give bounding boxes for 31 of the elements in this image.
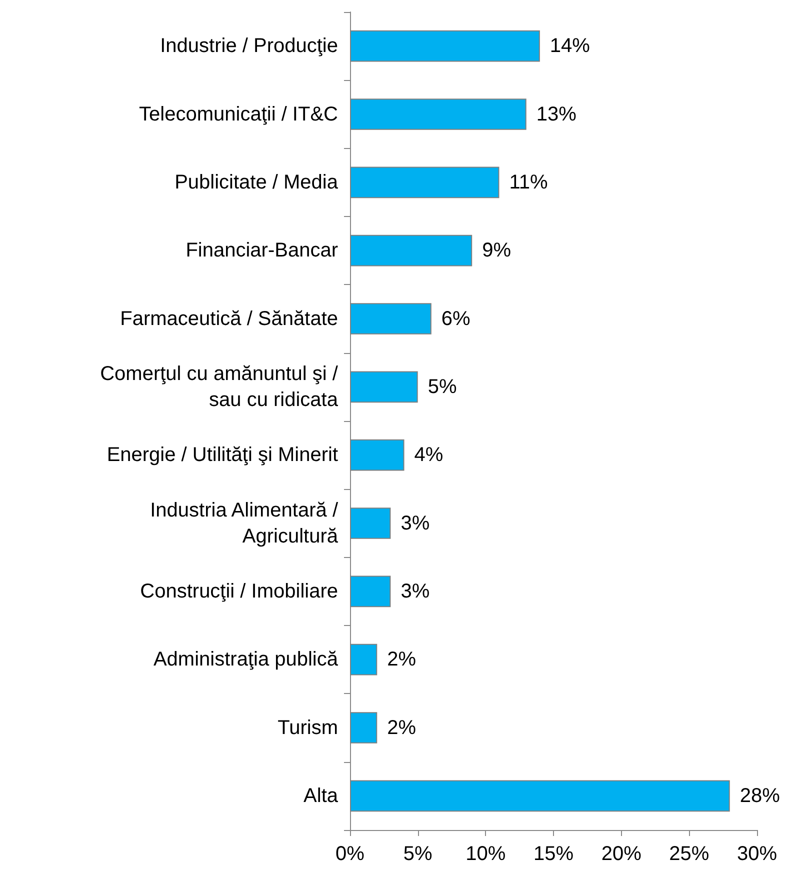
x-tick-label: 15%	[533, 843, 574, 865]
data-label: 2%	[387, 648, 416, 671]
y-tick-label: Industrie / Producţie	[160, 35, 338, 58]
y-tick-label: Construcţii / Imobiliare	[140, 580, 338, 602]
data-label: 3%	[400, 512, 430, 534]
x-tick-label: 5%	[403, 843, 433, 865]
data-label: 14%	[550, 35, 590, 58]
y-tick-label: Alta	[304, 784, 339, 807]
data-label: 6%	[441, 308, 471, 330]
y-tick-label: Energie / Utilităţi şi Minerit	[106, 444, 338, 466]
data-label: 3%	[400, 580, 430, 602]
data-label: 13%	[536, 103, 577, 126]
data-label: 5%	[428, 376, 457, 398]
y-tick-label: Industria Alimentară / Agricultură	[150, 499, 339, 548]
x-tick-label: 30%	[736, 843, 778, 865]
y-tick-label: Financiar-Bancar	[186, 240, 338, 262]
y-tick-label: Comerţul cu amănuntul şi / sau cu ridicata	[100, 362, 339, 411]
data-label: 9%	[482, 240, 512, 262]
data-label: 11%	[509, 171, 548, 194]
data-label: 28%	[740, 784, 780, 807]
x-tick-label: 20%	[601, 843, 642, 865]
x-tick-label: 25%	[669, 843, 710, 865]
y-tick-label: Publicitate / Media	[174, 171, 339, 194]
x-tick-label: 0%	[336, 843, 365, 865]
x-tick-label: 10%	[466, 843, 506, 865]
y-tick-label: Telecomunicaţii / IT&C	[139, 103, 338, 126]
y-tick-label: Turism	[278, 716, 338, 739]
data-label: 2%	[387, 716, 416, 739]
y-tick-label: Administraţia publică	[153, 648, 339, 671]
data-label: 4%	[414, 444, 444, 466]
y-tick-label: Farmaceutică / Sănătate	[120, 308, 338, 330]
